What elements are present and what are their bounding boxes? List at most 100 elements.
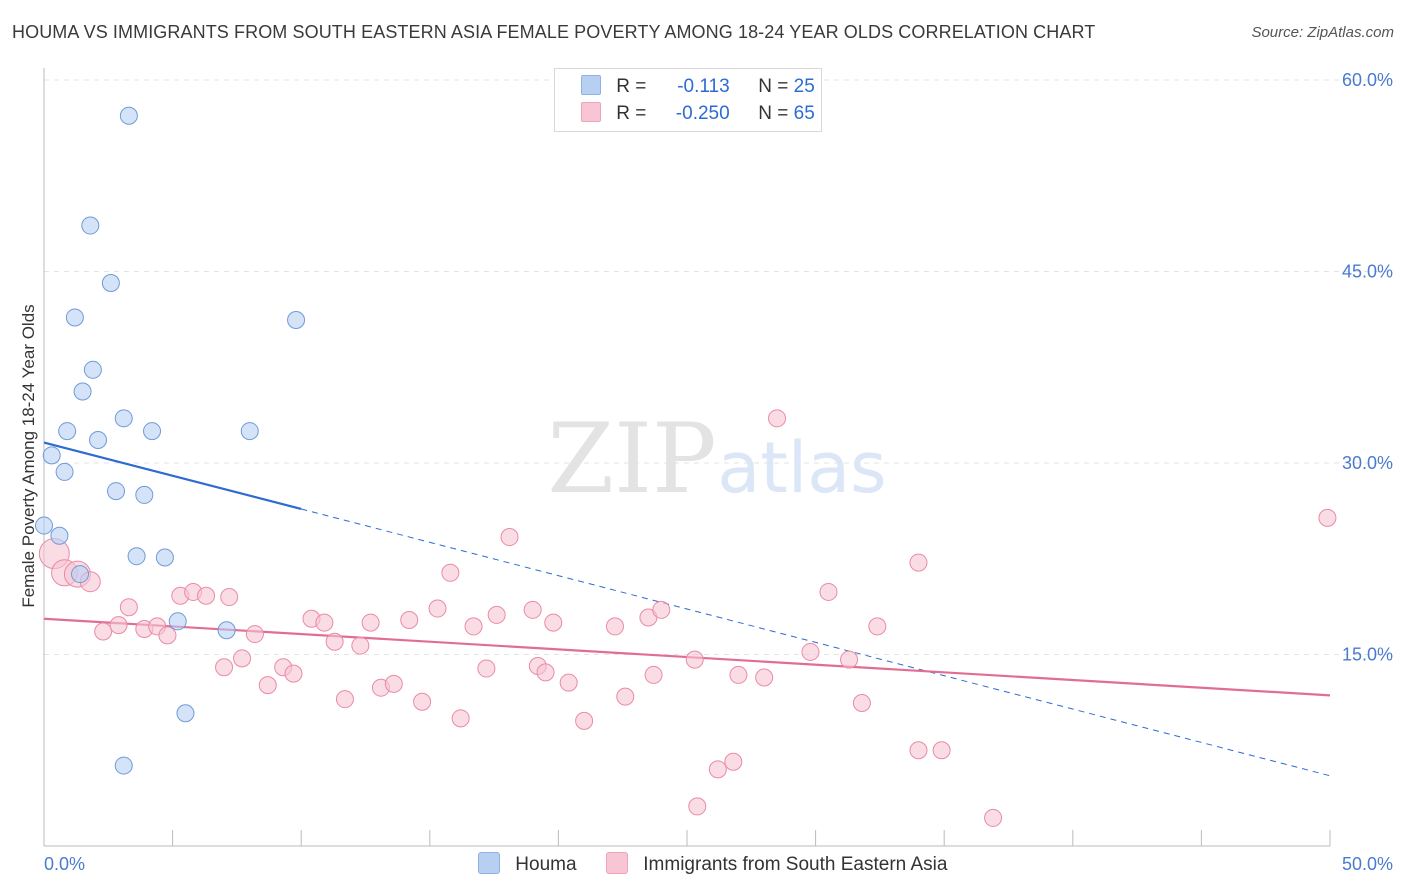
houma-point [58, 422, 77, 441]
n-value: 25 [793, 76, 815, 97]
houma-point [114, 756, 133, 775]
immigrants-point [819, 582, 838, 601]
immigrants-point [801, 642, 820, 661]
houma-point [168, 612, 187, 631]
immigrants-point [984, 808, 1003, 827]
immigrants-point [932, 741, 951, 760]
houma-point [65, 308, 84, 327]
immigrants-point [708, 760, 727, 779]
legend-item-immigrants[interactable]: Immigrants from South Eastern Asia [606, 852, 947, 876]
houma-point [42, 446, 61, 465]
immigrants-point [575, 711, 594, 730]
stats-legend: R = -0.113 N = 25 R = -0.250 N = 65 [554, 68, 822, 132]
legend-label-houma: Houma [515, 854, 577, 875]
houma-point [119, 106, 138, 125]
immigrants-point [197, 586, 216, 605]
immigrants-point [245, 625, 264, 644]
gridlines [44, 79, 1393, 655]
immigrants-point [315, 613, 334, 632]
n-label: N = [758, 103, 789, 124]
immigrants-point [768, 409, 787, 428]
immigrants-swatch [606, 852, 628, 874]
y-axis-label: Female Poverty Among 18-24 Year Olds [19, 304, 38, 607]
immigrants-point [544, 613, 563, 632]
immigrants-point [840, 650, 859, 669]
stats-legend-row-houma: R = -0.113 N = 25 [581, 75, 815, 101]
immigrants-point [220, 588, 239, 607]
immigrants-point [413, 692, 432, 711]
houma-point [127, 547, 146, 566]
y-tick-labels: 15.0% 30.0% 45.0% 60.0% [1342, 70, 1393, 665]
houma-point [89, 431, 108, 450]
immigrants-point [158, 626, 177, 645]
houma-point [287, 311, 306, 330]
immigrants-point [755, 668, 774, 687]
immigrants-point [487, 605, 506, 624]
houma-point [55, 462, 74, 481]
trendline-houma-projection [301, 508, 1331, 777]
immigrants-point [451, 709, 470, 728]
r-label: R = [616, 103, 647, 124]
immigrants-point [361, 613, 380, 632]
houma-point [135, 485, 154, 504]
legend-label-immigrants: Immigrants from South Eastern Asia [643, 854, 948, 875]
houma-point [155, 548, 174, 567]
immigrants-point [523, 600, 542, 619]
immigrants-point [605, 617, 624, 636]
immigrants-point [852, 694, 871, 713]
y-tick-label: 60.0% [1342, 70, 1393, 90]
immigrants-point [441, 563, 460, 582]
immigrants-point [94, 622, 113, 641]
immigrants-swatch [581, 102, 601, 122]
immigrants-point [616, 687, 635, 706]
y-tick-label: 15.0% [1342, 645, 1393, 665]
houma-point [73, 382, 92, 401]
watermark-atlas: atlas [717, 427, 886, 509]
immigrants-point [325, 632, 344, 651]
trendline-houma [43, 441, 302, 511]
immigrants-point [335, 690, 354, 709]
immigrants-point [477, 659, 496, 678]
houma-point [107, 482, 126, 501]
x-tick-label-min: 0.0% [44, 854, 85, 874]
houma-point [217, 621, 236, 640]
houma-swatch [581, 75, 601, 95]
immigrants-point [215, 658, 234, 677]
immigrants-point [1318, 508, 1337, 527]
immigrants-point [351, 636, 370, 655]
immigrants-point [868, 617, 887, 636]
r-value: -0.250 [675, 103, 730, 124]
series-legend: Houma Immigrants from South Eastern Asia [0, 852, 1406, 878]
x-ticks [172, 830, 1331, 846]
y-tick-label: 45.0% [1342, 262, 1393, 282]
houma-point [114, 409, 133, 428]
immigrants-point [258, 676, 277, 695]
houma-swatch [478, 852, 500, 874]
watermark-zip: ZIP [547, 403, 716, 515]
immigrants-point [729, 665, 748, 684]
houma-point [176, 704, 195, 723]
immigrants-point [724, 752, 743, 771]
immigrants-point [652, 600, 671, 619]
immigrants-point [500, 528, 519, 547]
data-points [35, 106, 1337, 827]
immigrants-point [284, 664, 303, 683]
immigrants-point [559, 673, 578, 692]
y-tick-label: 30.0% [1342, 453, 1393, 473]
immigrants-point [909, 553, 928, 572]
immigrants-point [685, 650, 704, 669]
houma-point [143, 422, 162, 441]
immigrants-point [909, 741, 928, 760]
immigrants-point [119, 598, 138, 617]
chart-title: HOUMA VS IMMIGRANTS FROM SOUTH EASTERN A… [12, 22, 1096, 42]
chart-source: Source: ZipAtlas.com [1251, 24, 1394, 41]
immigrants-point [109, 616, 128, 635]
legend-item-houma[interactable]: Houma [478, 852, 577, 876]
n-value: 65 [793, 103, 815, 124]
immigrants-point [384, 674, 403, 693]
houma-point [35, 516, 53, 535]
houma-point [83, 360, 102, 379]
stats-legend-row-immigrants: R = -0.250 N = 65 [581, 102, 815, 128]
immigrants-point [536, 663, 555, 682]
